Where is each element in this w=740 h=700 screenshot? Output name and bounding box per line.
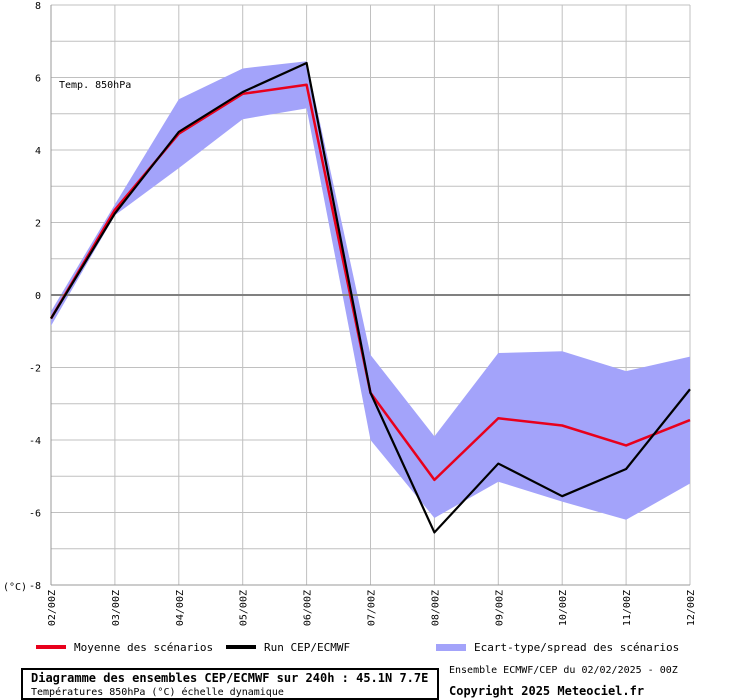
spread-band [51, 61, 690, 520]
x-tick-label: 08/00Z [430, 590, 441, 626]
source-text: Ensemble ECMWF/CEP du 02/02/2025 - 00Z [449, 665, 678, 676]
y-tick-label: -4 [29, 436, 41, 447]
x-tick-label: 06/00Z [303, 590, 314, 626]
y-tick-label: -8 [29, 581, 41, 592]
temperature-ensemble-chart: 8 6 4 2 0 -2 -4 -6 -8 02/00Z 03/00Z 04/00Z 05/00Z 06… [3, 1, 697, 626]
chart-title: Temp. 850hPa [59, 80, 131, 91]
y-tick-label: 2 [35, 219, 41, 230]
y-tick-labels: 8 6 4 2 0 -2 -4 -6 -8 [29, 1, 41, 592]
legend-item-spread: Ecart-type/spread des scénarios [436, 640, 679, 654]
y-tick-label: 8 [35, 1, 41, 12]
legend-item-mean: Moyenne des scénarios [36, 640, 213, 654]
caption-title: Diagramme des ensembles CEP/ECMWF sur 24… [31, 671, 429, 685]
legend-swatch-spread [436, 643, 466, 651]
x-tick-label: 04/00Z [175, 590, 186, 626]
caption-subtitle: Températures 850hPa (°C) échelle dynamiq… [31, 687, 284, 698]
x-tick-label: 05/00Z [239, 590, 250, 626]
x-tick-label: 10/00Z [558, 590, 569, 626]
y-tick-label: 4 [35, 146, 41, 157]
copyright-text: Copyright 2025 Meteociel.fr [449, 684, 645, 698]
x-tick-label: 11/00Z [622, 590, 633, 626]
legend-label-mean: Moyenne des scénarios [74, 640, 214, 654]
run-series-line [50, 61, 691, 534]
x-tick-label: 03/00Z [111, 590, 122, 626]
y-unit-label: (°C) [3, 582, 27, 593]
y-tick-label: -6 [29, 509, 41, 520]
x-tick-labels: 02/00Z 03/00Z 04/00Z 05/00Z 06/00Z 07/00Z 08/0… [47, 590, 697, 626]
legend-swatch-run [226, 645, 256, 649]
legend-label-run: Run CEP/ECMWF [264, 640, 351, 654]
x-tick-label: 07/00Z [367, 590, 378, 626]
legend-swatch-mean [36, 645, 66, 649]
caption-box: Diagramme des ensembles CEP/ECMWF sur 24… [21, 668, 439, 700]
y-tick-label: -2 [29, 364, 41, 375]
x-tick-label: 09/00Z [494, 590, 505, 626]
series-lines-layer [49, 61, 691, 534]
spread-band-layer [51, 61, 690, 520]
x-tick-label: 12/00Z [686, 590, 697, 626]
legend-item-run: Run CEP/ECMWF [226, 640, 350, 654]
x-tick-label: 02/00Z [47, 590, 58, 626]
legend-label-spread: Ecart-type/spread des scénarios [474, 640, 680, 654]
y-tick-label: 0 [35, 291, 41, 302]
y-tick-label: 6 [35, 74, 41, 85]
